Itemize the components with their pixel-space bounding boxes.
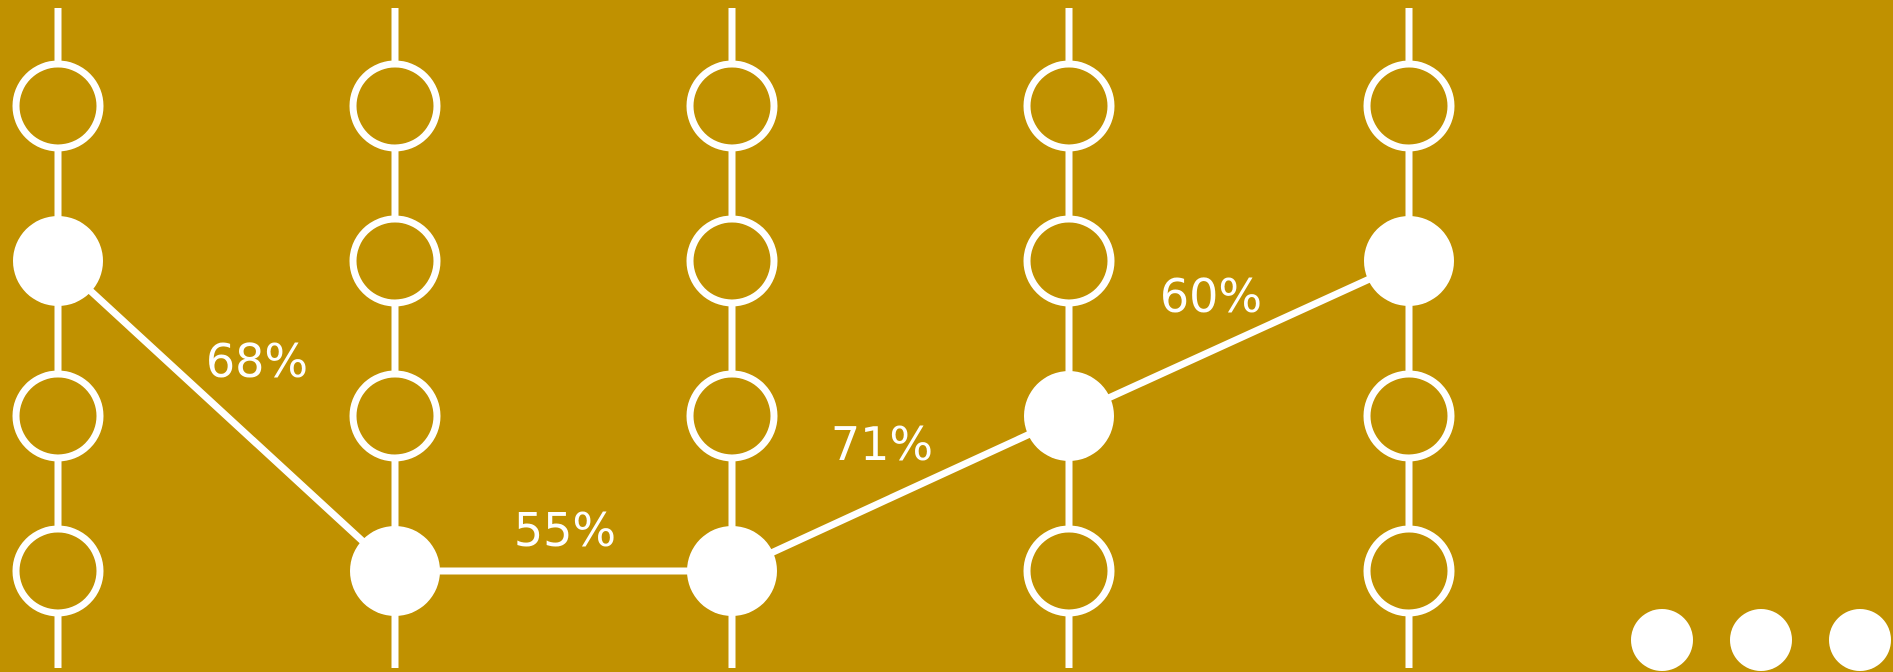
state-node-selected [687,526,777,616]
state-node [12,60,104,152]
state-node [12,525,104,617]
transition-edge-1 [54,257,399,575]
state-node-selected [1364,216,1454,306]
state-node [686,60,778,152]
ellipsis-dot-3 [1829,609,1891,671]
state-node [1023,60,1115,152]
ellipsis-dot-1 [1631,609,1693,671]
transition-label-1: 68% [206,334,308,388]
state-node [349,370,441,462]
transition-edge-3 [728,412,1073,575]
state-node [686,215,778,307]
state-node [349,60,441,152]
state-node [1023,215,1115,307]
ellipsis-dot-2 [1730,609,1792,671]
state-node [349,215,441,307]
transition-label-4: 60% [1160,269,1262,323]
state-node-selected [13,216,103,306]
state-node [686,370,778,462]
transition-label-2: 55% [514,503,616,557]
state-node [1363,525,1455,617]
state-node [1363,370,1455,462]
state-node-selected [350,526,440,616]
transition-edge-4 [1065,257,1413,420]
state-node [1363,60,1455,152]
transition-label-3: 71% [831,417,933,471]
state-node-selected [1024,371,1114,461]
state-node [1023,525,1115,617]
state-node [12,370,104,462]
